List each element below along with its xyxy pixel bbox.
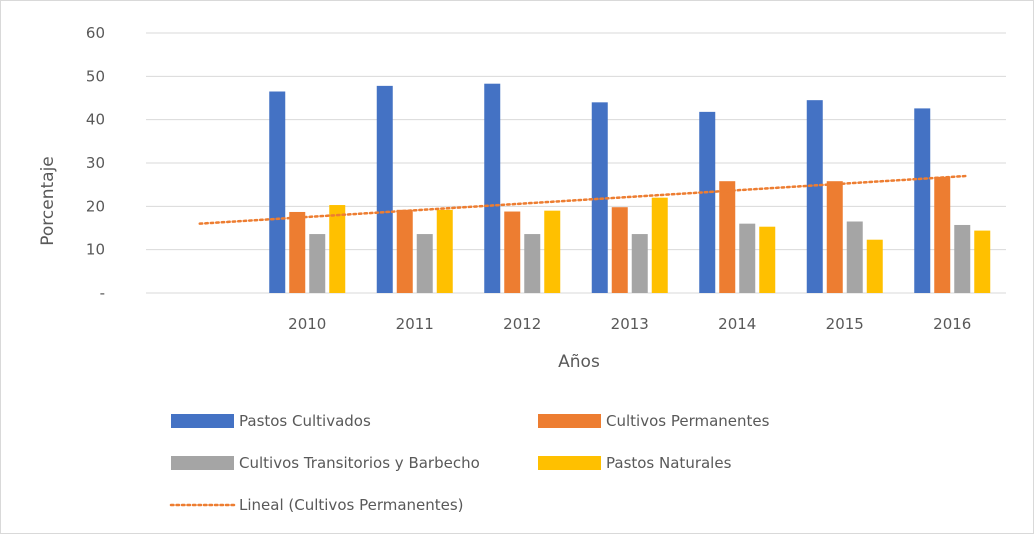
bar-cultivos-permanentes-2012 (504, 211, 521, 293)
bar-cultivos-permanentes-2015 (826, 181, 843, 293)
y-tick-label: - (100, 284, 105, 302)
x-tick-label: 2012 (503, 315, 541, 333)
x-tick-label: 2013 (611, 315, 649, 333)
bar-cultivos-transitorios-y-barbecho-2015 (846, 221, 863, 293)
y-axis-ticks: - 10 20 30 40 50 60 (86, 24, 105, 302)
trendline-layer (198, 174, 968, 225)
trendline-cultivos-permanentes (198, 174, 968, 225)
bar-cultivos-transitorios-y-barbecho-2012 (524, 234, 541, 293)
legend-label: Lineal (Cultivos Permanentes) (239, 496, 464, 514)
bar-cultivos-permanentes-2011 (396, 209, 413, 293)
y-axis-title: Porcentaje (38, 156, 58, 246)
legend: Pastos Cultivados Cultivos Permanentes Cul… (169, 412, 770, 514)
bar-pastos-naturales-2012 (544, 210, 561, 293)
bar-cultivos-permanentes-2010 (289, 211, 306, 293)
legend-swatch (538, 456, 601, 470)
bar-pastos-cultivados-2011 (376, 85, 393, 293)
bar-pastos-cultivados-2012 (484, 83, 501, 293)
bar-cultivos-transitorios-y-barbecho-2011 (416, 234, 433, 293)
bar-pastos-naturales-2011 (436, 209, 453, 293)
bar-pastos-cultivados-2013 (591, 102, 608, 293)
x-tick-label: 2011 (396, 315, 434, 333)
legend-label: Pastos Naturales (606, 454, 732, 472)
y-tick-label: 10 (86, 241, 105, 259)
x-axis-title: Años (558, 352, 600, 372)
legend-swatch (171, 414, 234, 428)
y-tick-label: 20 (86, 197, 105, 215)
y-tick-label: 50 (86, 67, 105, 85)
x-tick-label: 2016 (933, 315, 971, 333)
legend-item: Pastos Naturales (538, 454, 732, 472)
legend-item: Cultivos Permanentes (538, 412, 770, 430)
y-tick-label: 30 (86, 154, 105, 172)
x-axis-ticks: 2010 2011 2012 2013 2014 2015 2016 (288, 315, 971, 333)
legend-item: Cultivos Transitorios y Barbecho (171, 454, 480, 472)
legend-item: Pastos Cultivados (171, 412, 371, 430)
bar-pastos-naturales-2015 (866, 239, 883, 293)
x-tick-label: 2014 (718, 315, 756, 333)
legend-label: Pastos Cultivados (239, 412, 371, 430)
y-tick-label: 40 (86, 111, 105, 129)
bar-pastos-naturales-2014 (759, 226, 776, 293)
legend-swatch (171, 456, 234, 470)
bar-pastos-cultivados-2014 (699, 111, 716, 293)
bar-cultivos-transitorios-y-barbecho-2010 (309, 234, 326, 293)
x-tick-label: 2015 (826, 315, 864, 333)
bar-pastos-naturales-2016 (974, 230, 991, 293)
bar-cultivos-transitorios-y-barbecho-2013 (631, 234, 648, 293)
bar-pastos-naturales-2013 (651, 197, 668, 293)
x-tick-label: 2010 (288, 315, 326, 333)
legend-label: Cultivos Permanentes (606, 412, 770, 430)
legend-swatch (538, 414, 601, 428)
bar-pastos-cultivados-2010 (269, 91, 286, 293)
legend-item: Lineal (Cultivos Permanentes) (169, 496, 464, 514)
bar-cultivos-permanentes-2014 (719, 181, 736, 293)
bar-pastos-cultivados-2016 (914, 108, 931, 294)
bar-pastos-cultivados-2015 (806, 100, 823, 294)
bar-cultivos-transitorios-y-barbecho-2014 (739, 223, 756, 293)
y-tick-label: 60 (86, 24, 105, 42)
bar-cultivos-permanentes-2016 (934, 176, 951, 293)
bars (269, 83, 991, 294)
bar-pastos-naturales-2010 (329, 205, 346, 293)
legend-label: Cultivos Transitorios y Barbecho (239, 454, 480, 472)
bar-cultivos-permanentes-2013 (611, 207, 628, 293)
bar-cultivos-transitorios-y-barbecho-2016 (954, 224, 971, 293)
